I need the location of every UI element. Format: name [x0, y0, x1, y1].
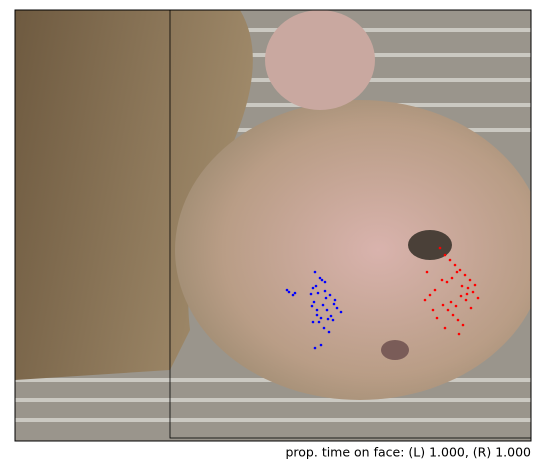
gaze-point	[329, 314, 333, 318]
gaze-point	[471, 290, 475, 294]
gaze-point	[438, 246, 442, 250]
gaze-point	[451, 313, 455, 317]
gaze-point	[314, 284, 318, 288]
gaze-point	[476, 296, 480, 300]
gaze-point	[310, 304, 314, 308]
gaze-point	[443, 253, 447, 257]
gaze-point	[285, 288, 289, 292]
gaze-point	[332, 302, 336, 306]
gaze-point	[450, 276, 454, 280]
gaze-point	[445, 280, 449, 284]
gaze-point	[453, 263, 457, 267]
gaze-point	[318, 276, 322, 280]
gaze-point	[463, 273, 467, 277]
gaze-point	[431, 308, 435, 312]
gaze-point	[466, 286, 470, 290]
face-region	[169, 9, 532, 439]
gaze-point	[324, 296, 328, 300]
gaze-point	[316, 291, 320, 295]
gaze-point	[311, 320, 315, 324]
gaze-point	[287, 290, 291, 294]
gaze-point	[319, 316, 323, 320]
gaze-point	[448, 258, 452, 262]
gaze-point	[446, 308, 450, 312]
gaze-point	[473, 283, 477, 287]
gaze-point	[423, 298, 427, 302]
gaze-point	[327, 330, 331, 334]
gaze-point	[309, 292, 313, 296]
gaze-point	[319, 343, 323, 347]
gaze-point	[315, 313, 319, 317]
gaze-point	[315, 308, 319, 312]
gaze-point	[458, 268, 462, 272]
gaze-point	[455, 270, 459, 274]
gaze-point	[461, 323, 465, 327]
gaze-point	[428, 293, 432, 297]
caption: prop. time on face: (L) 1.000, (R) 1.000	[285, 445, 531, 460]
gaze-point	[311, 286, 315, 290]
gaze-point	[443, 326, 447, 330]
gaze-point	[468, 278, 472, 282]
gaze-point	[469, 306, 473, 310]
gaze-point	[293, 291, 297, 295]
gaze-point	[435, 316, 439, 320]
gaze-point	[323, 289, 327, 293]
gaze-point	[320, 278, 324, 282]
gaze-point	[331, 318, 335, 322]
gaze-point	[464, 298, 468, 302]
gaze-point	[328, 293, 332, 297]
gaze-point	[326, 317, 330, 321]
gaze-point	[333, 298, 337, 302]
gaze-point	[312, 300, 316, 304]
gaze-point	[465, 292, 469, 296]
gaze-point	[454, 304, 458, 308]
gaze-point	[460, 284, 464, 288]
gaze-point	[335, 306, 339, 310]
gaze-point	[459, 294, 463, 298]
gaze-point	[313, 346, 317, 350]
gaze-point	[339, 310, 343, 314]
gaze-point	[325, 308, 329, 312]
gaze-point	[440, 278, 444, 282]
gaze-point	[457, 332, 461, 336]
photo	[15, 10, 531, 441]
gaze-point	[425, 270, 429, 274]
gaze-point	[456, 318, 460, 322]
gaze-point	[433, 288, 437, 292]
gaze-point	[313, 270, 317, 274]
gaze-point	[323, 280, 327, 284]
gaze-point	[291, 293, 295, 297]
gaze-point	[441, 303, 445, 307]
gaze-point	[321, 303, 325, 307]
gaze-point	[322, 326, 326, 330]
gaze-point	[449, 300, 453, 304]
gaze-point	[317, 320, 321, 324]
